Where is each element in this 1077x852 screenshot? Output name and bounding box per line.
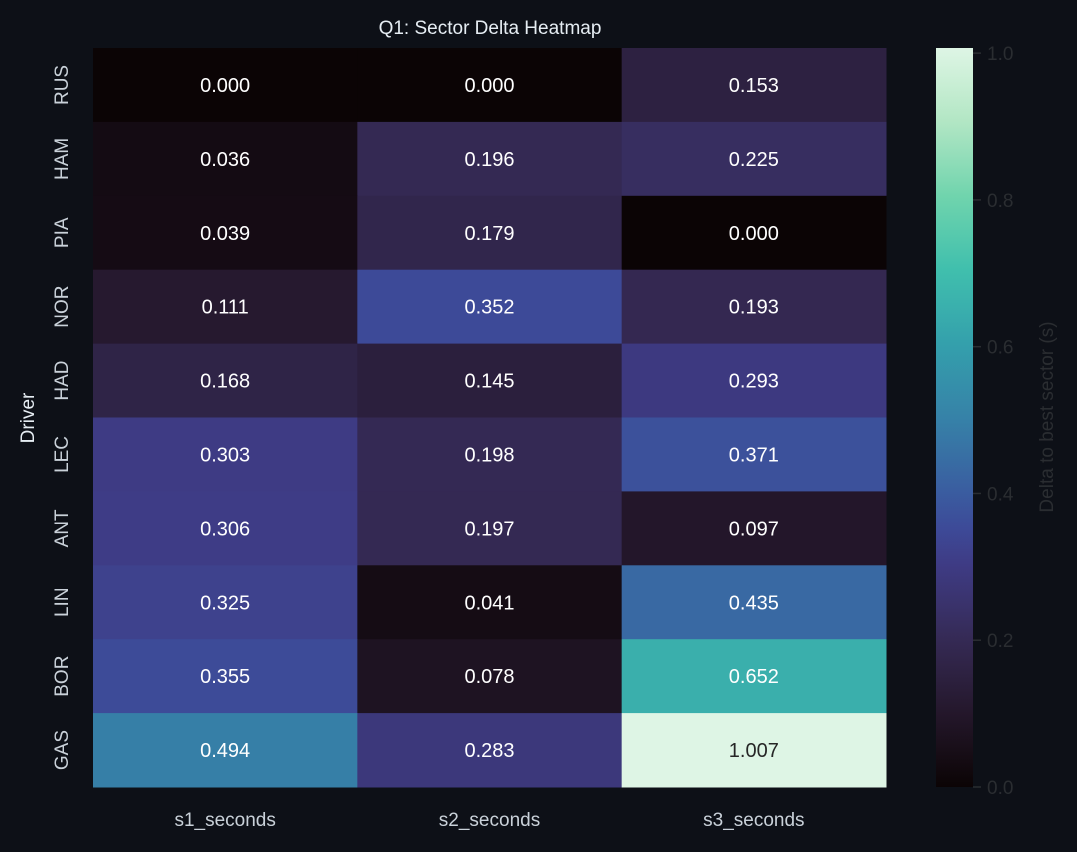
heatmap-cell <box>357 639 623 714</box>
heatmap-cell <box>357 491 623 566</box>
colorbar-tick-label: 0.2 <box>987 631 1013 652</box>
cell-value-label: 0.000 <box>200 75 250 97</box>
cell-value-label: 0.039 <box>200 223 250 245</box>
x-tick-labels: s1_seconds s2_seconds s3_seconds <box>174 810 804 831</box>
cell-value-label: 0.293 <box>729 371 779 393</box>
heatmap-cell <box>93 121 358 197</box>
cell-value-label: 0.111 <box>202 297 249 319</box>
cell-value-label: 0.078 <box>464 666 514 688</box>
heatmap-cell <box>621 343 887 418</box>
y-axis-label: Driver <box>18 392 39 443</box>
cell-value-label: 0.306 <box>200 518 250 540</box>
y-tick-label: GAS <box>52 730 73 770</box>
y-tick-label: HAD <box>52 360 73 400</box>
x-tick-label: s2_seconds <box>439 810 540 831</box>
chart-title: Q1: Sector Delta Heatmap <box>379 18 602 39</box>
y-tick-labels: RUS HAM PIA NOR HAD LEC ANT LIN BOR GAS <box>52 65 73 770</box>
heatmap-cell <box>621 417 887 492</box>
y-tick-label: RUS <box>52 65 73 105</box>
colorbar-tick-label: 0.6 <box>987 338 1013 359</box>
cell-value-label: 0.355 <box>200 666 250 688</box>
y-tick-label: NOR <box>52 286 73 328</box>
x-tick-label: s3_seconds <box>703 810 804 831</box>
colorbar-label: Delta to best sector (s) <box>1037 321 1058 512</box>
cell-value-label: 0.000 <box>464 75 514 97</box>
y-tick-label: ANT <box>52 509 73 547</box>
heatmap-cell <box>357 195 623 271</box>
cell-value-label: 0.225 <box>729 149 779 171</box>
cell-value-label: 0.041 <box>464 592 514 614</box>
cell-value-label: 0.371 <box>729 444 779 466</box>
heatmap-cell <box>93 48 358 123</box>
heatmap-cell <box>357 269 623 345</box>
heatmap-cell <box>93 269 358 345</box>
heatmap-cell <box>93 713 358 788</box>
y-tick-label: HAM <box>52 138 73 180</box>
x-tick-label: s1_seconds <box>174 810 275 831</box>
heatmap-cell <box>93 639 358 714</box>
colorbar <box>936 48 973 787</box>
heatmap-cell <box>93 195 358 271</box>
heatmap-cell <box>93 417 358 492</box>
heatmap-cell <box>357 343 623 418</box>
cell-value-label: 0.000 <box>729 223 779 245</box>
cell-value-label: 0.435 <box>729 592 779 614</box>
y-tick-label: LIN <box>52 587 73 617</box>
cell-value-label: 1.007 <box>729 740 779 762</box>
heatmap-cell <box>621 121 887 197</box>
cell-value-label: 0.325 <box>200 592 250 614</box>
colorbar-ticks: 0.0 0.2 0.4 0.6 0.8 1.0 <box>973 44 1014 799</box>
y-tick-label: LEC <box>52 436 73 473</box>
cell-value-label: 0.197 <box>464 518 514 540</box>
heatmap-cell <box>357 121 623 197</box>
cell-value-label: 0.652 <box>729 666 779 688</box>
y-tick-label: BOR <box>52 656 73 697</box>
heatmap-cell <box>621 491 887 566</box>
cell-value-label: 0.179 <box>464 223 514 245</box>
cell-value-label: 0.283 <box>464 740 514 762</box>
heatmap-cell <box>621 639 887 714</box>
heatmap-cell <box>621 195 887 271</box>
heatmap-cell <box>357 417 623 492</box>
cell-value-label: 0.303 <box>200 444 250 466</box>
heatmap-cell <box>621 48 887 123</box>
colorbar-tick-label: 1.0 <box>987 44 1013 65</box>
cell-value-label: 0.036 <box>200 149 250 171</box>
colorbar-tick-label: 0.8 <box>987 191 1013 212</box>
cell-value-label: 0.196 <box>464 149 514 171</box>
colorbar-tick-label: 0.4 <box>987 484 1014 505</box>
colorbar-tick-label: 0.0 <box>987 778 1013 799</box>
heatmap-cell <box>93 343 358 418</box>
heatmap-cell <box>357 565 623 640</box>
cell-value-label: 0.193 <box>729 297 779 319</box>
cell-value-label: 0.198 <box>464 444 514 466</box>
heatmap-cell <box>357 48 623 123</box>
cell-value-label: 0.168 <box>200 371 250 393</box>
cell-value-label: 0.352 <box>464 297 514 319</box>
heatmap-cell <box>621 713 887 788</box>
cell-value-label: 0.494 <box>200 740 250 762</box>
y-tick-label: PIA <box>52 217 73 248</box>
heatmap-cell <box>621 269 887 345</box>
heatmap-cell <box>357 713 623 788</box>
cell-value-label: 0.153 <box>729 75 779 97</box>
cell-value-label: 0.097 <box>729 518 779 540</box>
heatmap-cell <box>93 565 358 640</box>
heatmap-cells: 0.000 0.000 0.153 0.036 0.196 0.225 0.039 0.179… <box>93 48 887 788</box>
heatmap-cell <box>93 491 358 566</box>
heatmap-cell <box>621 565 887 640</box>
cell-value-label: 0.145 <box>464 371 514 393</box>
